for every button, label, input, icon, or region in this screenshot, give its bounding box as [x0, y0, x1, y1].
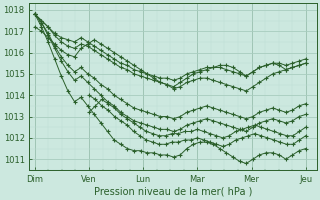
X-axis label: Pression niveau de la mer( hPa ): Pression niveau de la mer( hPa ) [94, 187, 252, 197]
